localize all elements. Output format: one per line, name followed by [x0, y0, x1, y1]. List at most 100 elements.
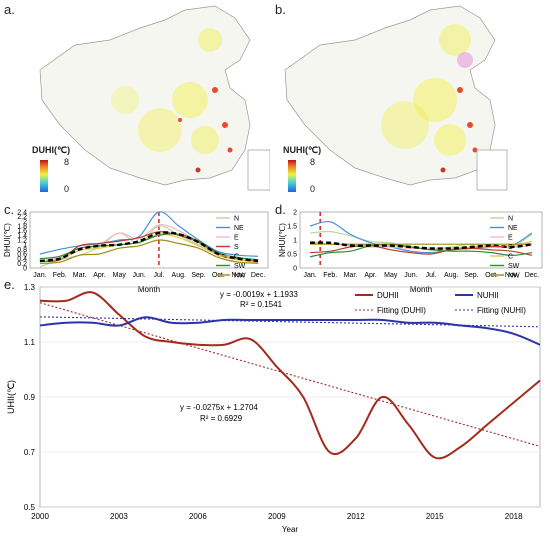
map-a [39, 5, 271, 192]
legend-label: E [508, 235, 513, 242]
y-tick-label: 0.6 [17, 252, 27, 259]
x-tick-label: Feb. [53, 272, 67, 279]
x-tick-label: Aug. [172, 272, 186, 279]
fit-line-duhi [39, 302, 541, 447]
y-tick-label: 1.6 [17, 228, 27, 235]
y-axis-label: DHUI(℃) [3, 223, 12, 257]
chart-c: 00.20.40.60.811.21.41.61.822.22.4 Jan. Feb… [3, 210, 269, 294]
legend-label: DUHII [377, 291, 399, 300]
y-tick-label: 2 [293, 210, 297, 217]
chart-e: 0.5 0.7 0.9 1.1 1.3 2000 2003 2006 2009 2012 2015 2… [6, 283, 541, 534]
panel-d: d. [275, 200, 550, 300]
y-axis-label: NHUI(℃) [278, 223, 287, 257]
y-tick-label: 0.2 [17, 261, 27, 268]
x-tick-label: Jul. [426, 272, 437, 279]
chart-d: 0 0.5 1 1.5 2 Jan. Feb. Mar. Apr. May Jun. Jul. Aug.… [278, 210, 543, 294]
legend-label: S [234, 244, 239, 251]
series-line-s [39, 231, 259, 262]
y-tick-label: 1 [23, 242, 27, 249]
x-axis-label: Month [410, 285, 432, 294]
legend-label: SW [234, 263, 246, 270]
x-tick-label: Sep. [191, 272, 205, 279]
x-tick-label: Feb. [323, 272, 337, 279]
x-tick-label: 2015 [426, 512, 444, 521]
legend-max-a: 8 [64, 157, 70, 167]
legend-min-b: 0 [310, 184, 316, 194]
x-tick-label: Dec. [251, 272, 265, 279]
y-tick-label: 0.5 [287, 252, 297, 259]
x-tick-label: Jun. [132, 272, 145, 279]
nuhi-equation: y = -0.0019x + 1.1933 [220, 290, 298, 299]
legend-label: C [234, 254, 239, 261]
y-tick-label: 0.7 [24, 448, 36, 457]
x-tick-label: 2003 [110, 512, 128, 521]
panel-c: c. [0, 200, 275, 300]
y-tick-label: 2.4 [17, 210, 27, 217]
y-tick-label: 1.3 [24, 283, 36, 292]
y-tick-label: 2 [23, 219, 27, 226]
legend-label: Fitting (DUHI) [377, 306, 426, 315]
map-b [284, 5, 508, 192]
x-tick-label: Nov. [231, 272, 245, 279]
y-tick-label: 1.1 [24, 338, 36, 347]
legend-label: NE [508, 225, 518, 232]
colorbar-a [40, 160, 48, 192]
series-line-s [310, 244, 533, 256]
x-tick-label: 2012 [347, 512, 365, 521]
legend-title-a: DUHI(℃) [32, 145, 71, 155]
uhi-dots-a [111, 28, 233, 173]
duhi-equation: y = -0.0275x + 1.2704 [180, 403, 258, 412]
legend-label: NUHII [477, 291, 499, 300]
duhi-r2: R² = 0.6929 [200, 414, 243, 423]
series-line-nw [39, 239, 259, 264]
x-tick-label: Apr. [364, 272, 377, 279]
colorbar-b [288, 160, 296, 192]
fit-line-nuhi [39, 316, 541, 328]
series-line-nuhii [39, 316, 541, 346]
x-tick-label: 2000 [31, 512, 49, 521]
x-axis-label: Year [282, 525, 299, 534]
x-tick-label: Mar. [344, 272, 358, 279]
plot-frame [29, 211, 269, 269]
x-tick-label: 2006 [189, 512, 207, 521]
panel-d-label: d. [275, 202, 286, 217]
inset-map-a [247, 149, 271, 191]
legend-title-b: NUHI(℃) [283, 145, 322, 155]
x-tick-label: Apr. [93, 272, 106, 279]
y-tick-label: 1.8 [17, 224, 27, 231]
x-tick-label: Jul. [153, 272, 164, 279]
x-tick-label: Mar. [73, 272, 87, 279]
legend-label: C [508, 254, 513, 261]
legend-min-a: 0 [64, 184, 70, 194]
x-tick-label: Jun. [404, 272, 417, 279]
plot-frame [299, 211, 543, 269]
legend-label: E [234, 235, 239, 242]
x-tick-label: Jan. [303, 272, 316, 279]
panel-e-label: e. [4, 277, 15, 292]
legend-label: NW [234, 273, 246, 280]
x-tick-label: Dec. [525, 272, 539, 279]
panel-a: a. DUHI(℃) 8 0 [0, 0, 271, 200]
panel-b: b. NUHI(℃) 8 0 [275, 0, 550, 200]
series-line-sw [309, 243, 532, 258]
legend-label: NW [508, 273, 520, 280]
y-tick-label: 0 [23, 266, 27, 273]
x-tick-label: Sep. [464, 272, 478, 279]
legend-label: N [508, 216, 513, 223]
legend-label: NE [234, 225, 244, 232]
legend-label: SW [508, 263, 520, 270]
panel-c-label: c. [4, 202, 15, 217]
y-tick-label: 1.2 [17, 238, 27, 245]
series-line-mean [39, 231, 259, 263]
y-tick-label: 0.9 [24, 393, 36, 402]
inset-map-b [476, 149, 508, 191]
legend-label: N [234, 216, 239, 223]
x-tick-label: 2018 [505, 512, 523, 521]
x-tick-label: 2009 [268, 512, 286, 521]
y-tick-label: 0.5 [24, 503, 36, 512]
legend-label: S [508, 244, 513, 251]
legend-label: Fitting (NUHI) [477, 306, 526, 315]
series-line-duhii [39, 291, 541, 460]
x-tick-label: May [113, 272, 127, 279]
x-axis-label: Month [138, 285, 160, 294]
